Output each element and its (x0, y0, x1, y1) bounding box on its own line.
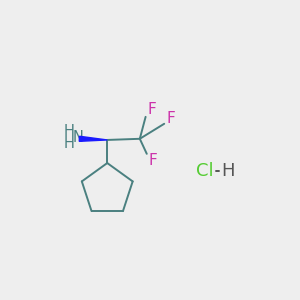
Text: F: F (148, 153, 157, 168)
Text: N: N (73, 130, 84, 145)
Text: H: H (64, 136, 74, 151)
Polygon shape (79, 136, 107, 141)
Text: H: H (221, 162, 235, 180)
Text: F: F (147, 102, 156, 117)
Text: Cl: Cl (196, 162, 214, 180)
Text: H: H (64, 124, 74, 140)
Text: F: F (167, 110, 176, 125)
